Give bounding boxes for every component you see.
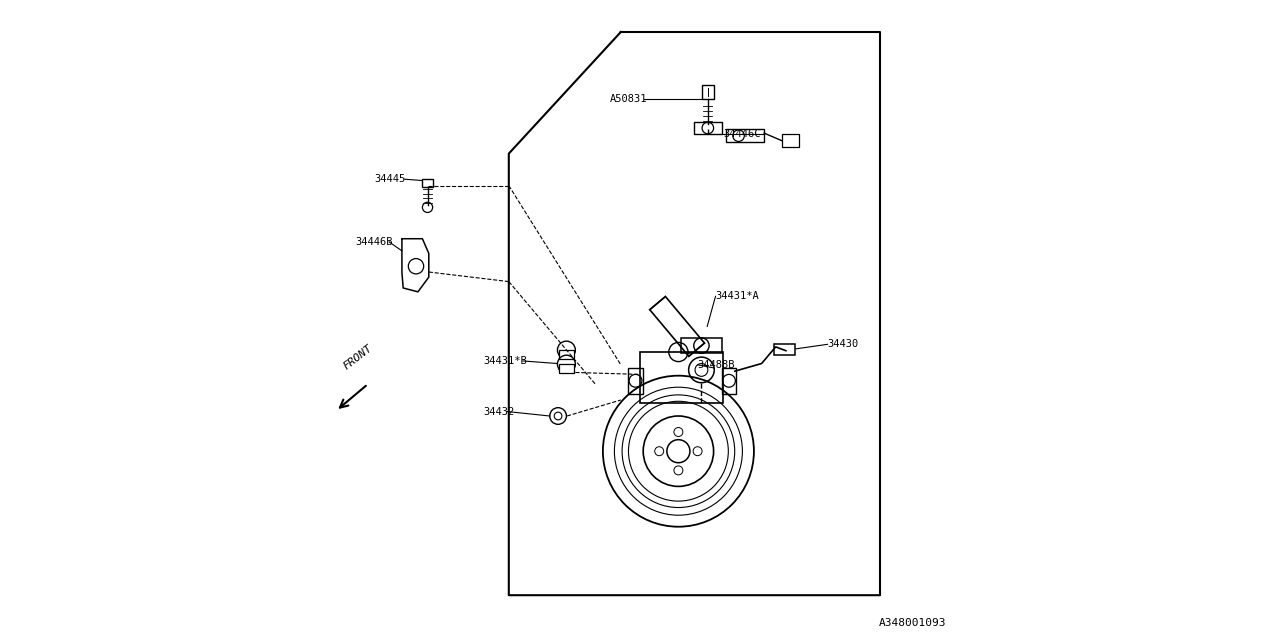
- Text: 34446B: 34446B: [356, 237, 393, 247]
- Bar: [422, 179, 433, 187]
- Text: 34431*B: 34431*B: [484, 356, 527, 366]
- Bar: [559, 364, 575, 373]
- Text: 34431*A: 34431*A: [716, 291, 759, 301]
- Bar: [640, 352, 723, 403]
- Bar: [694, 122, 722, 134]
- Bar: [681, 338, 722, 353]
- Text: 34445: 34445: [374, 174, 406, 184]
- Bar: [722, 368, 736, 394]
- Text: 34432: 34432: [484, 406, 515, 417]
- Bar: [628, 368, 643, 394]
- Text: 34446C: 34446C: [723, 129, 760, 140]
- Text: 34488B: 34488B: [698, 360, 735, 370]
- Bar: [782, 134, 799, 147]
- Text: A348001093: A348001093: [878, 618, 946, 628]
- Bar: [559, 350, 575, 359]
- Text: FRONT: FRONT: [342, 342, 375, 371]
- Bar: [774, 344, 795, 355]
- Bar: [726, 129, 764, 142]
- Text: A50831: A50831: [611, 94, 648, 104]
- Text: 34430: 34430: [828, 339, 859, 349]
- Bar: [701, 85, 714, 99]
